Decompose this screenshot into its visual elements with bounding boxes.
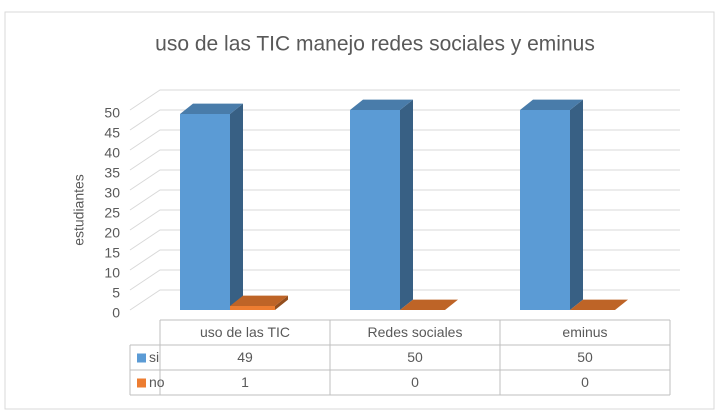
grid-line (129, 149, 680, 171)
y-tick-label: 5 (112, 285, 120, 301)
bar-top (350, 99, 413, 110)
bar-top (400, 299, 458, 310)
bar (520, 110, 570, 310)
grid-line (129, 109, 680, 131)
data-label: 0 (581, 374, 589, 390)
grid-line (129, 169, 680, 191)
bar (230, 306, 275, 310)
grid-line (129, 249, 680, 271)
bar-side (275, 295, 288, 310)
bar-side (230, 103, 243, 310)
y-tick-label: 40 (104, 145, 120, 161)
bar-side (400, 99, 413, 310)
grid-line (129, 229, 680, 251)
y-tick-label: 10 (104, 265, 120, 281)
y-tick-label: 15 (104, 245, 120, 261)
grid-line (129, 209, 680, 231)
x-tick-label: Redes sociales (368, 324, 463, 340)
y-tick-label: 30 (104, 185, 120, 201)
bar-top (230, 295, 288, 306)
data-label: 50 (577, 349, 593, 365)
grid-line (129, 129, 680, 151)
bar-top (180, 103, 243, 114)
y-tick-label: 35 (104, 165, 120, 181)
bar (350, 110, 400, 310)
grid-line (129, 89, 680, 111)
y-tick-label: 0 (112, 305, 120, 321)
data-label: 50 (407, 349, 423, 365)
x-tick-label: eminus (562, 324, 607, 340)
chart-title: uso de las TIC manejo redes sociales y e… (155, 33, 595, 56)
legend-key (137, 353, 146, 363)
bar-top (520, 99, 583, 110)
legend-key (137, 378, 146, 388)
y-tick-label: 45 (104, 125, 120, 141)
x-tick-label: uso de las TIC (200, 324, 290, 340)
bar (180, 114, 230, 310)
bar-top (570, 299, 628, 310)
data-label: 0 (411, 374, 419, 390)
y-tick-label: 20 (104, 225, 120, 241)
y-tick-label: 50 (104, 105, 120, 121)
y-axis-label: estudiantes (71, 174, 87, 246)
data-label: 1 (241, 374, 249, 390)
y-tick-label: 25 (104, 205, 120, 221)
grid-line (129, 289, 680, 311)
grid-line (129, 269, 680, 291)
legend-label: no (149, 374, 165, 390)
data-label: 49 (237, 349, 253, 365)
grid-line (129, 189, 680, 211)
bar-side (570, 99, 583, 310)
legend-label: si (149, 349, 159, 365)
